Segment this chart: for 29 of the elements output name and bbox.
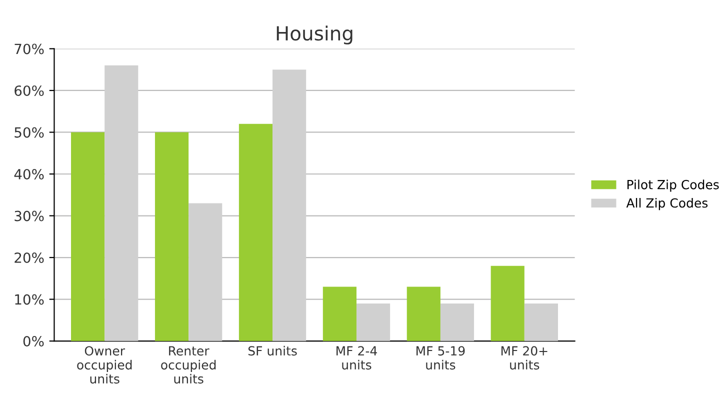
x-tick-label: Renter occupied units — [161, 346, 216, 384]
bar — [524, 303, 558, 342]
bar — [104, 65, 138, 342]
y-tick-label: 70% — [14, 44, 44, 54]
bar — [71, 132, 105, 342]
x-tick-label: Owner occupied units — [77, 346, 132, 384]
chart-title: Housing — [276, 26, 352, 44]
y-tick-label: 0% — [23, 336, 44, 347]
y-tick-label: 10% — [15, 294, 44, 305]
bar — [272, 70, 306, 342]
x-tick-label: MF 20+ units — [501, 346, 548, 370]
y-tick-label: 20% — [14, 252, 44, 263]
bar — [406, 286, 440, 342]
legend-label: Pilot Zip Codes — [627, 180, 719, 192]
bar — [440, 303, 474, 342]
bar — [490, 266, 524, 342]
legend-label: All Zip Codes — [626, 198, 708, 210]
y-tick-label: 60% — [14, 85, 44, 96]
bar — [154, 132, 189, 342]
y-tick-label: 50% — [14, 127, 44, 138]
bar — [188, 203, 222, 342]
x-tick-label: MF 5-19 units — [416, 346, 465, 370]
bar — [238, 124, 273, 342]
bar — [322, 286, 356, 342]
y-tick-label: 40% — [14, 168, 44, 180]
x-tick-label: SF units — [248, 346, 297, 356]
x-tick-label: MF 2-4 units — [336, 346, 377, 370]
y-tick-label: 30% — [14, 210, 44, 222]
bar — [356, 303, 390, 342]
